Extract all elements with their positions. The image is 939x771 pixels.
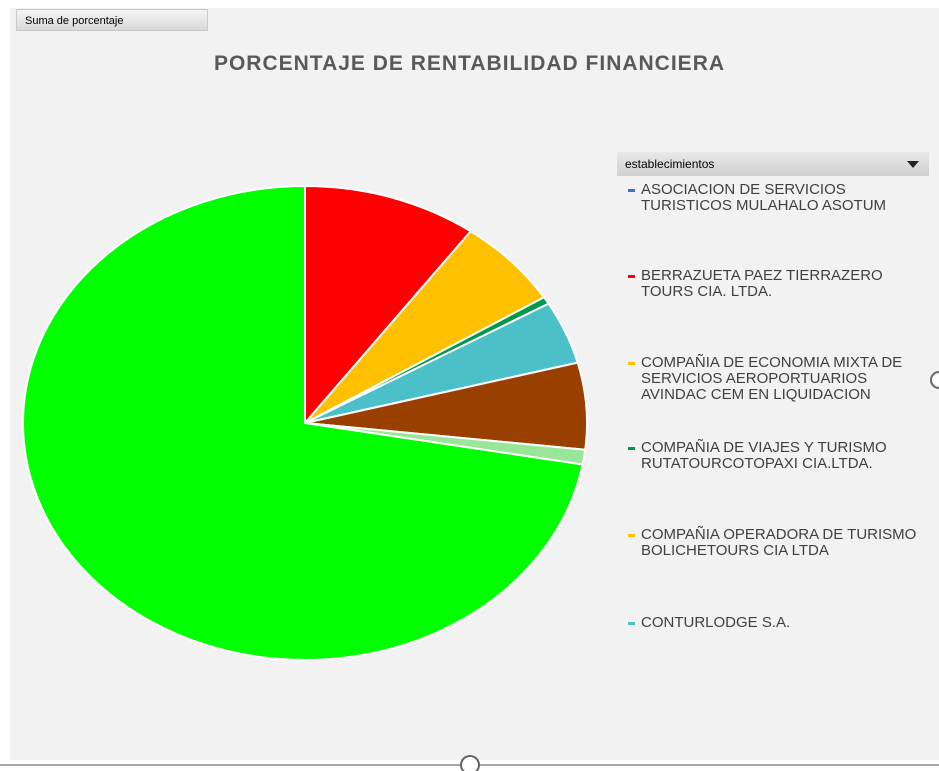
pie-slice: [304, 184, 473, 426]
legend-item: COMPAÑIA DE VIAJES Y TURISMO RUTATOURCOT…: [628, 440, 928, 472]
legend-swatch: [628, 534, 635, 537]
legend-item: COMPAÑIA OPERADORA DE TURISMO BOLICHETOU…: [628, 527, 928, 559]
pie: [22, 184, 588, 661]
legend-title[interactable]: establecimientos: [617, 152, 929, 176]
legend-label: ASOCIACION DE SERVICIOS TURISTICOS MULAH…: [641, 181, 887, 214]
field-button[interactable]: Suma de porcentaje: [16, 9, 208, 31]
chart-title: PORCENTAJE DE RENTABILIDAD FINANCIERA: [213, 52, 726, 75]
legend-item: ASOCIACION DE SERVICIOS TURISTICOS MULAH…: [628, 182, 928, 214]
legend-item: CONTURLODGE S.A.: [628, 615, 928, 631]
legend-label: BERRAZUETA PAEZ TIERRAZERO TOURS CIA. LT…: [641, 267, 883, 300]
pie-slice: [22, 184, 584, 661]
legend-label: CONTURLODGE S.A.: [641, 614, 791, 631]
resize-handle: [930, 371, 939, 389]
legend-label: COMPAÑIA OPERADORA DE TURISMO BOLICHETOU…: [641, 526, 917, 559]
legend-swatch: [628, 622, 635, 625]
resize-handle: [460, 755, 480, 771]
legend-swatch: [628, 275, 635, 278]
legend-item: BERRAZUETA PAEZ TIERRAZERO TOURS CIA. LT…: [628, 268, 928, 300]
legend-swatch: [628, 447, 635, 450]
legend-label: COMPAÑIA DE VIAJES Y TURISMO RUTATOURCOT…: [641, 439, 887, 472]
legend-swatch: [628, 189, 635, 192]
legend-item: COMPAÑIA DE ECONOMIA MIXTA DE SERVICIOS …: [628, 355, 928, 403]
legend-swatch: [628, 362, 635, 365]
legend-label: COMPAÑIA DE ECONOMIA MIXTA DE SERVICIOS …: [641, 354, 903, 403]
